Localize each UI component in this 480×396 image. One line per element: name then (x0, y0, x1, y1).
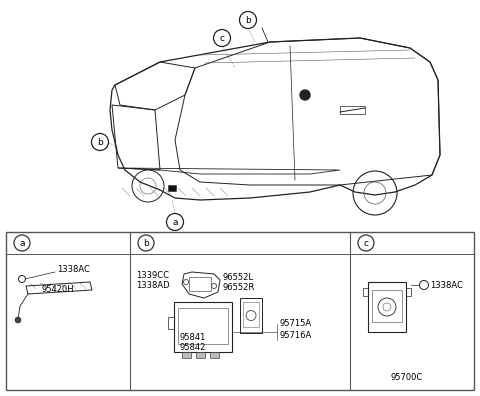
Text: c: c (363, 238, 369, 248)
Text: a: a (172, 217, 178, 227)
Bar (174, 302, 232, 352)
Bar (196, 352, 205, 358)
Circle shape (138, 235, 154, 251)
Bar (168, 317, 174, 329)
Bar (182, 352, 191, 358)
Text: a: a (19, 238, 25, 248)
Text: b: b (97, 137, 103, 147)
Text: 95841: 95841 (179, 333, 205, 343)
Bar (406, 288, 411, 296)
Text: 1338AD: 1338AD (136, 282, 169, 291)
Bar (243, 302, 259, 327)
Text: 1338AC: 1338AC (430, 280, 463, 289)
Text: 1339CC: 1339CC (136, 272, 169, 280)
Circle shape (167, 213, 183, 230)
Text: 95420H: 95420H (42, 284, 74, 293)
Circle shape (92, 133, 108, 150)
Circle shape (358, 235, 374, 251)
Bar (178, 308, 228, 344)
Text: 95700C: 95700C (391, 373, 423, 383)
Text: b: b (245, 15, 251, 25)
Text: 96552R: 96552R (222, 284, 254, 293)
Circle shape (214, 29, 230, 46)
Bar (210, 352, 219, 358)
Circle shape (14, 235, 30, 251)
Bar (168, 185, 176, 191)
Bar (240, 298, 262, 333)
Bar (363, 288, 368, 296)
Text: 96552L: 96552L (222, 274, 253, 282)
Bar (372, 290, 402, 322)
Text: 1338AC: 1338AC (57, 265, 90, 274)
Bar (340, 106, 365, 114)
Circle shape (15, 317, 21, 323)
Bar (189, 277, 211, 291)
Bar (368, 282, 406, 332)
Bar (6, 232, 474, 390)
Circle shape (240, 11, 256, 29)
Text: 95842: 95842 (179, 343, 205, 352)
Text: 95716A: 95716A (279, 331, 311, 341)
Text: c: c (219, 34, 225, 42)
Text: 95715A: 95715A (279, 320, 311, 329)
Text: b: b (143, 238, 149, 248)
Circle shape (300, 90, 310, 100)
